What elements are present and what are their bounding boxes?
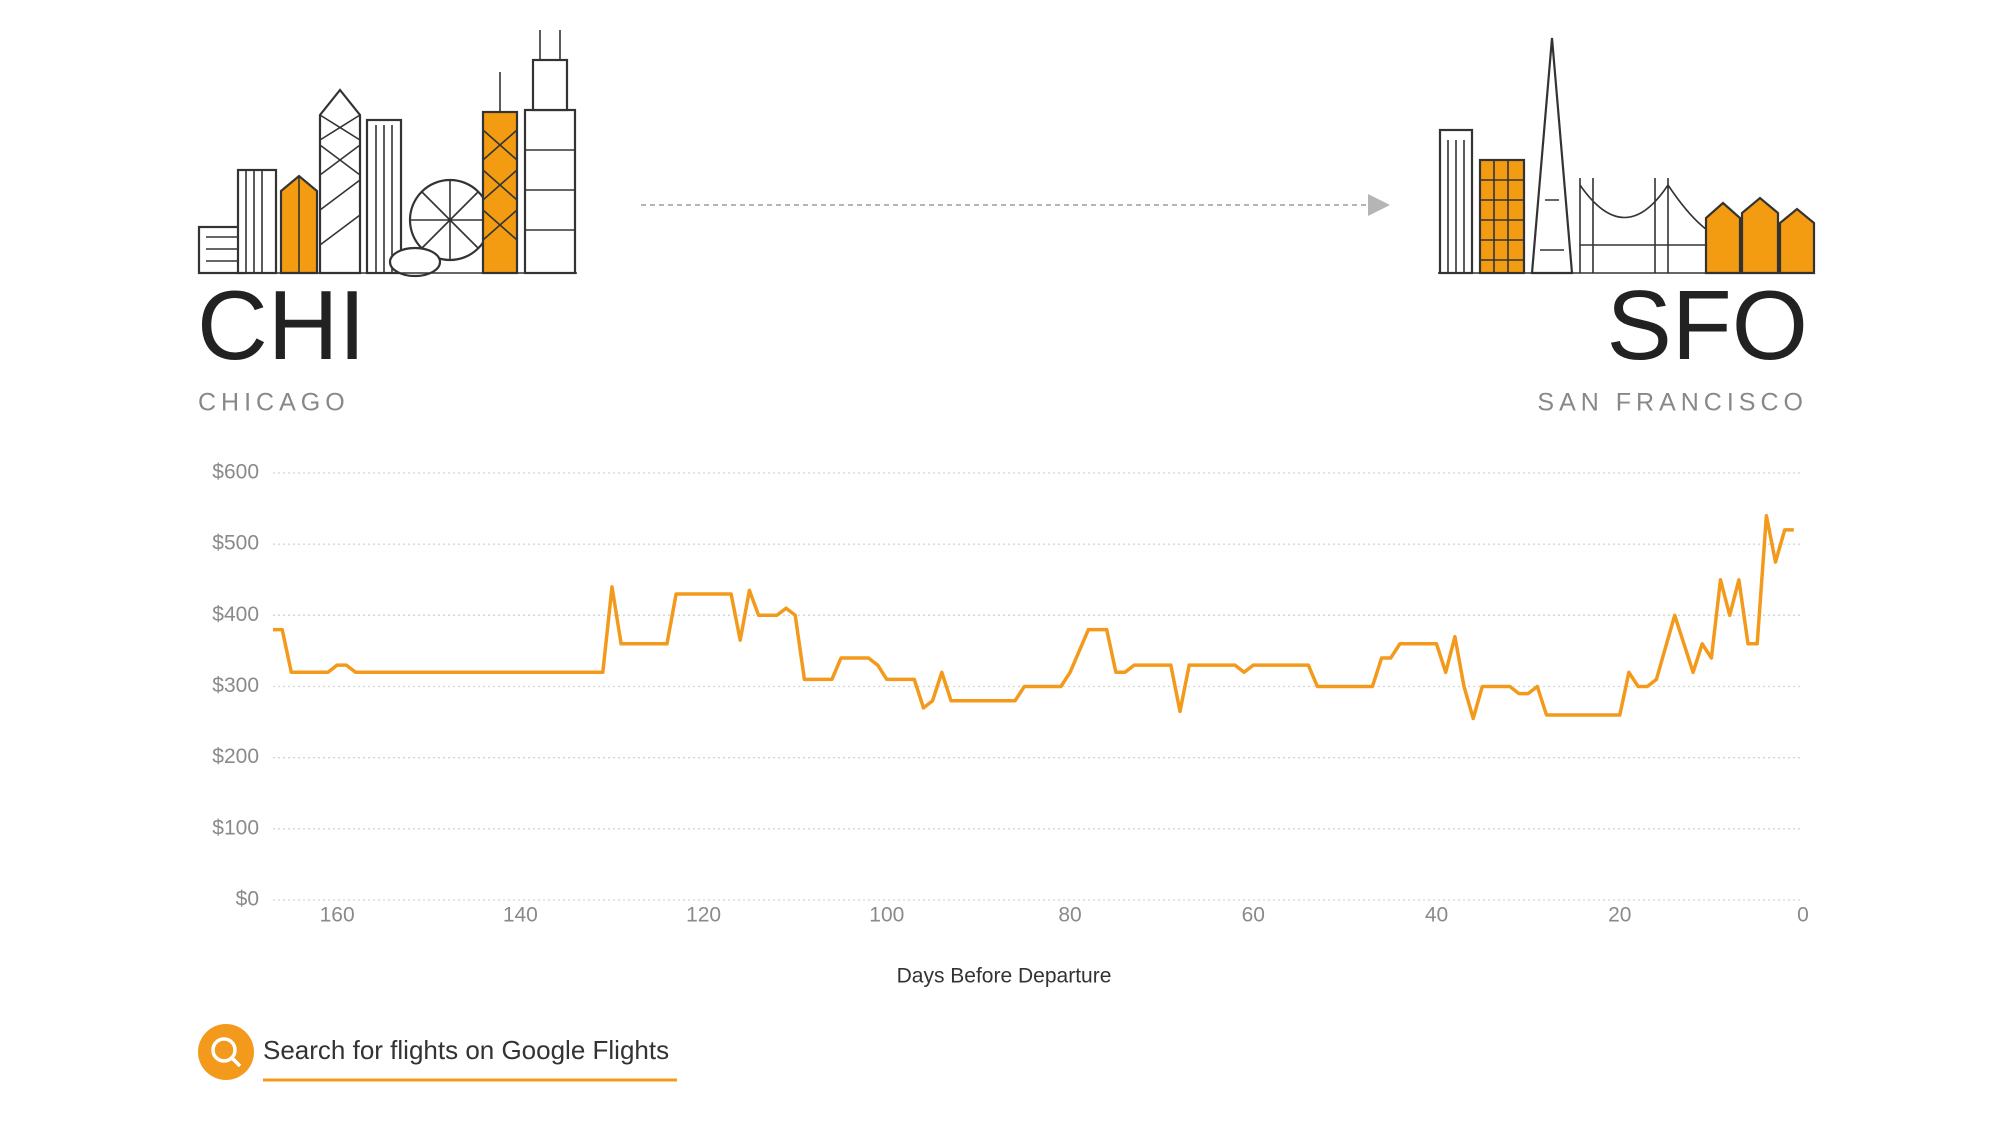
x-tick-label: 120: [686, 904, 721, 927]
x-tick-label: 80: [1058, 904, 1081, 927]
search-link-text[interactable]: Search for flights on Google Flights: [263, 1035, 669, 1065]
origin-name: CHICAGO: [198, 389, 350, 417]
x-tick-label: 20: [1608, 904, 1631, 927]
y-tick-label: $200: [212, 745, 259, 768]
y-tick-label: $100: [212, 816, 259, 839]
x-tick-label: 40: [1425, 904, 1448, 927]
y-tick-label: $400: [212, 603, 259, 626]
x-tick-label: 0: [1797, 904, 1809, 927]
x-tick-label: 160: [320, 904, 355, 927]
chicago-skyline: [197, 30, 577, 278]
price-line: [273, 513, 1794, 721]
y-tick-label: $0: [236, 888, 259, 911]
origin-code: CHI: [197, 270, 366, 380]
y-tick-label: $300: [212, 674, 259, 697]
x-axis-label: Days Before Departure: [897, 965, 1112, 988]
route-arrow: [641, 194, 1390, 216]
x-tick-label: 140: [503, 904, 538, 927]
sf-skyline: [1438, 37, 1816, 275]
x-tick-label: 100: [869, 904, 904, 927]
y-tick-label: $600: [212, 461, 259, 484]
y-tick-label: $500: [212, 532, 259, 555]
x-tick-label: 60: [1242, 904, 1265, 927]
search-link[interactable]: Search for flights on Google Flights: [198, 1024, 677, 1082]
destination-name: SAN FRANCISCO: [1537, 389, 1808, 417]
destination-code: SFO: [1607, 270, 1808, 380]
search-icon[interactable]: [198, 1024, 254, 1080]
